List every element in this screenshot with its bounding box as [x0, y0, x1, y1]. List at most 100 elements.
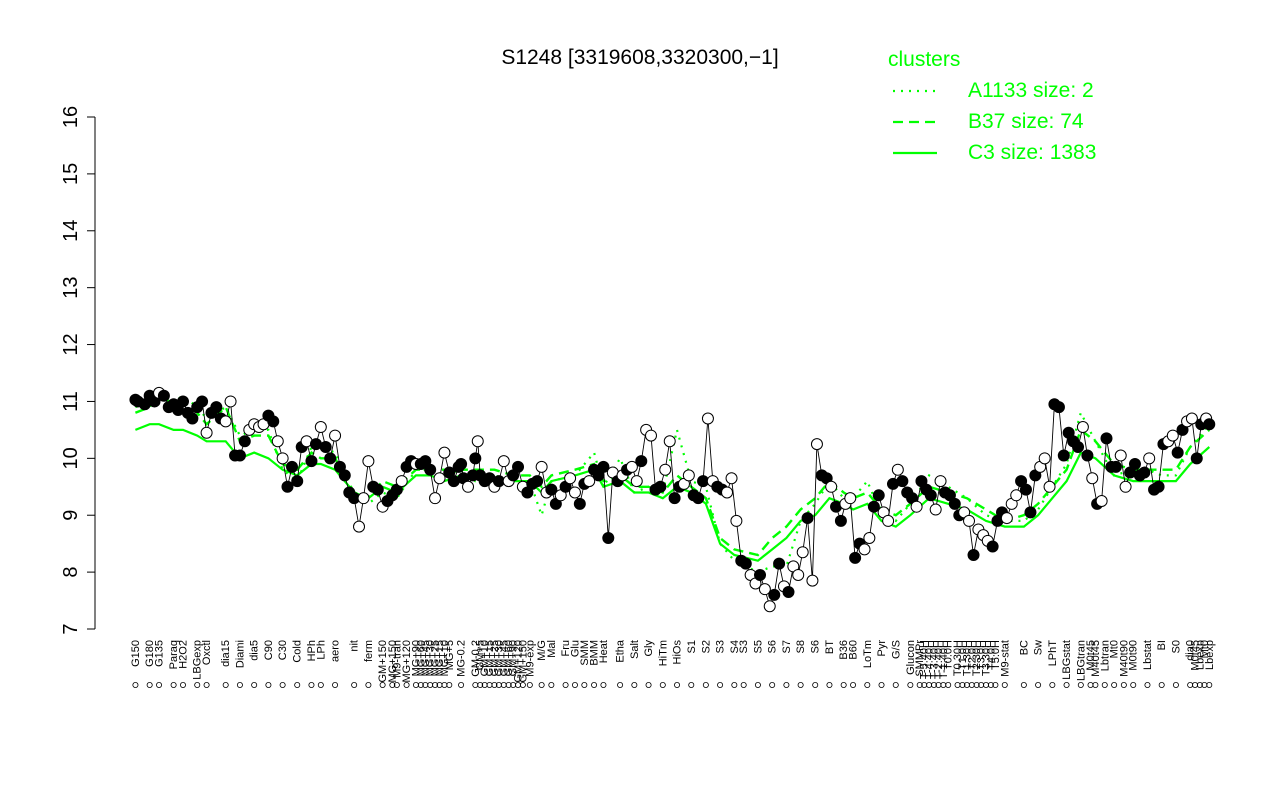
data-point: [801, 512, 814, 525]
x-tick-mark: [477, 682, 484, 689]
data-point: [644, 429, 657, 442]
x-tick-mark: [1087, 682, 1094, 689]
data-point: [455, 458, 468, 471]
x-tick-mark: [1130, 682, 1137, 689]
x-tick-label: MG+30: [425, 640, 437, 676]
data-point: [371, 483, 384, 496]
x-tick-mark: [717, 682, 724, 689]
x-tick-mark: [403, 682, 410, 689]
data-point: [792, 568, 805, 581]
x-tick-label: M9-exp: [524, 640, 536, 677]
data-point: [357, 492, 370, 505]
data-point: [1109, 460, 1122, 473]
data-point: [1119, 480, 1132, 493]
x-tick-label: T5.0H: [990, 640, 1002, 670]
x-tick-mark: [500, 682, 507, 689]
x-tick-label: nit: [349, 640, 361, 652]
x-tick-label: T3.30H: [981, 640, 993, 676]
x-tick-label: Oxctl: [201, 640, 213, 665]
x-tick-label: M40t45: [1090, 640, 1102, 677]
data-point: [863, 531, 876, 544]
x-tick-mark: [973, 682, 980, 689]
x-tick-label: Paraq: [168, 640, 180, 669]
x-tick-label: Mt0: [1199, 640, 1211, 658]
data-point: [910, 500, 923, 513]
y-tick-label: 7: [60, 623, 82, 634]
legend: clusters A1133 size: 2 B37 size: 74 C3 siz…: [888, 48, 1096, 164]
x-tick-mark: [1035, 682, 1042, 689]
x-tick-mark: [251, 682, 258, 689]
x-tick-label: G180: [144, 640, 156, 667]
x-tick-mark: [1001, 682, 1008, 689]
data-point: [469, 452, 482, 465]
x-tick-mark: [754, 682, 761, 689]
data-point: [497, 455, 510, 468]
x-tick-mark: [279, 682, 286, 689]
data-point: [200, 426, 213, 439]
x-tick-label: Glucon: [905, 640, 917, 675]
x-tick-label: LBGexp: [192, 640, 204, 680]
x-tick-mark: [179, 682, 186, 689]
x-tick-label: Mal: [546, 640, 558, 658]
legend-label: A1133 size: 2: [968, 79, 1094, 102]
x-tick-mark: [427, 682, 434, 689]
x-tick-label: S3: [715, 640, 727, 653]
x-tick-mark: [864, 682, 871, 689]
x-tick-mark: [472, 682, 479, 689]
x-tick-label: T-2.40H: [933, 640, 945, 679]
data-point: [834, 514, 847, 527]
data-point: [238, 435, 251, 448]
x-tick-mark: [769, 682, 776, 689]
x-tick-label: M0t45: [1190, 640, 1202, 671]
x-tick-label: GM-0.2: [470, 640, 482, 677]
y-tick-label: 16: [60, 106, 82, 128]
x-tick-mark: [645, 682, 652, 689]
x-tick-mark: [1092, 682, 1099, 689]
x-tick-mark: [351, 682, 358, 689]
x-tick-mark: [441, 682, 448, 689]
x-tick-label: GM+10: [479, 640, 491, 676]
x-tick-mark: [548, 682, 555, 689]
data-point: [758, 583, 771, 596]
legend-label: B37 size: 74: [968, 110, 1084, 133]
x-tick-label: LBGtran: [1075, 640, 1087, 681]
data-point: [1171, 446, 1184, 459]
data-point: [224, 395, 237, 408]
x-tick-label: C90: [263, 640, 275, 660]
data-point: [535, 460, 548, 473]
x-tick-label: Sw: [1033, 640, 1045, 655]
x-tick-label: Glu: [569, 640, 581, 657]
x-tick-mark: [365, 682, 372, 689]
data-point: [233, 449, 246, 462]
x-tick-mark: [294, 682, 301, 689]
data-point: [1143, 452, 1156, 465]
x-tick-mark: [591, 682, 598, 689]
data-point: [545, 483, 558, 496]
x-tick-label: S6: [767, 640, 779, 653]
data-point: [1203, 418, 1216, 431]
data-point: [324, 452, 337, 465]
x-tick-mark: [959, 682, 966, 689]
x-tick-mark: [571, 682, 578, 689]
data-point: [210, 401, 223, 414]
x-tick-mark: [892, 682, 899, 689]
x-tick-label: SMMPr: [914, 640, 926, 677]
x-tick-label: S0: [1170, 640, 1182, 653]
data-point: [924, 489, 937, 502]
chart-title: S1248 [3319608,3320300,−1]: [501, 46, 778, 69]
x-tick-mark: [688, 682, 695, 689]
data-point: [986, 540, 999, 553]
data-point: [1095, 495, 1108, 507]
data-point: [929, 503, 942, 516]
data-point: [564, 472, 577, 485]
data-point: [583, 475, 596, 488]
x-tick-mark: [146, 682, 153, 689]
data-point: [948, 497, 961, 510]
x-tick-label: GM+60: [503, 640, 515, 676]
y-axis: 7 8 9 10 11 12 13 14 15 16: [60, 106, 96, 635]
data-point: [462, 480, 475, 493]
x-tick-label: aero: [330, 640, 342, 662]
data-point: [531, 475, 544, 488]
data-point: [433, 472, 446, 485]
x-tick-mark: [930, 682, 937, 689]
